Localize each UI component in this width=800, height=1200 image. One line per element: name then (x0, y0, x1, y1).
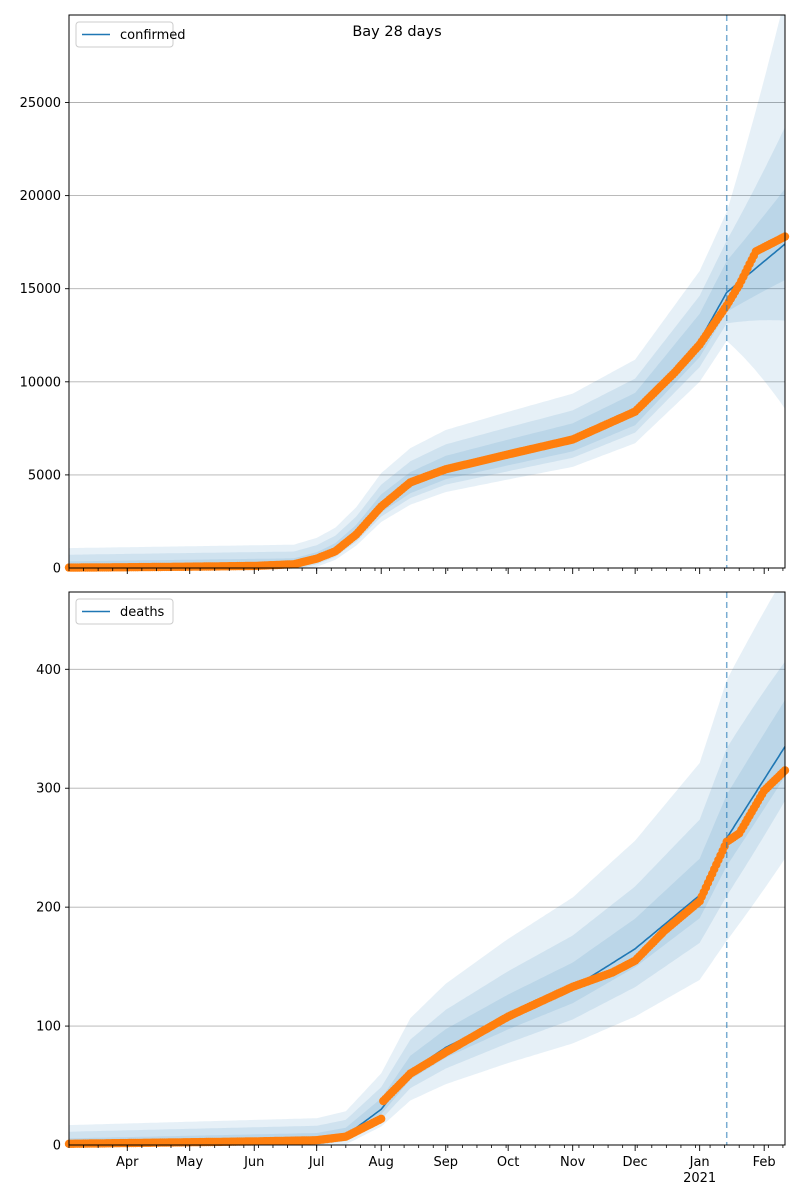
y-tick-label: 0 (53, 562, 61, 577)
shared-x-axis: Apr May Jun Jul Aug Sep Oct Nov Dec Jan Feb 2021 (116, 1155, 776, 1186)
x-tick-label: Aug (369, 1155, 394, 1170)
legend-label: confirmed (120, 28, 186, 43)
x-tick-label: Jul (308, 1155, 325, 1170)
y-tick-label: 20000 (20, 189, 61, 204)
x-tick-label: Jun (243, 1155, 264, 1170)
y-tick-label: 100 (36, 1020, 61, 1035)
x-tick-label: Jan (689, 1155, 710, 1170)
x-tick-label: Oct (497, 1155, 519, 1170)
uncertainty-band-1 (69, 700, 785, 1145)
y-tick-label: 25000 (20, 96, 61, 111)
y-tick-label: 200 (36, 901, 61, 916)
x-tick-label: Feb (753, 1155, 776, 1170)
model-line (69, 243, 786, 569)
x-year-label: 2021 (683, 1171, 716, 1186)
confirmed-panel: 0 5000 10000 15000 20000 25000 confirmed (20, 14, 790, 577)
y-tick-label: 10000 (20, 375, 61, 390)
y-tick-label: 300 (36, 782, 61, 797)
y-tick-label: 5000 (28, 468, 61, 483)
legend-label: deaths (120, 605, 165, 620)
x-tick-label: Apr (116, 1155, 139, 1170)
y-tick-label: 0 (53, 1139, 61, 1154)
deaths-panel: 0 100 200 300 400 deaths (36, 591, 790, 1154)
observed-point (377, 1114, 386, 1124)
legend: confirmed (75, 21, 186, 48)
x-tick-label: Nov (560, 1155, 586, 1170)
x-tick-label: May (176, 1155, 203, 1170)
uncertainty-band-3 (69, 592, 785, 1145)
legend: deaths (75, 598, 174, 625)
x-tick-label: Dec (623, 1155, 648, 1170)
uncertainty-band-3 (69, 15, 785, 568)
y-tick-label: 15000 (20, 282, 61, 297)
axes-frame (68, 14, 786, 569)
legend-box (75, 21, 174, 48)
x-tick-label: Sep (433, 1155, 458, 1170)
axes-frame (68, 591, 786, 1146)
chart-title: Bay 28 days (352, 24, 441, 40)
uncertainty-band-1 (69, 188, 785, 569)
uncertainty-band-2 (69, 661, 785, 1145)
y-tick-label: 400 (36, 663, 61, 678)
legend-box (75, 598, 174, 625)
